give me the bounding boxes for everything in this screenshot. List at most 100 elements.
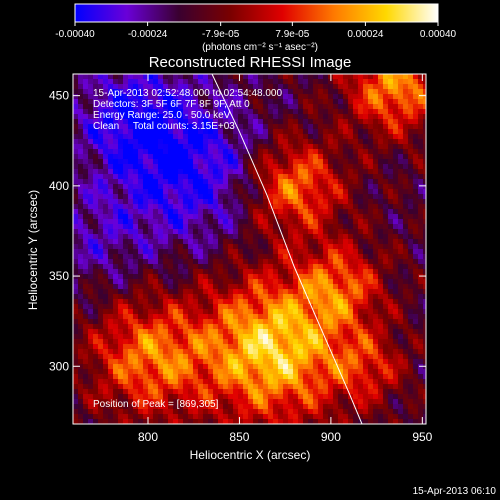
heatmap-cell bbox=[333, 339, 339, 345]
heatmap-cell bbox=[338, 329, 344, 335]
heatmap-cell bbox=[378, 274, 384, 280]
heatmap-cell bbox=[343, 339, 349, 345]
heatmap-cell bbox=[353, 364, 359, 370]
heatmap-cell bbox=[73, 254, 79, 260]
heatmap-cell bbox=[193, 139, 199, 145]
heatmap-cell bbox=[313, 349, 319, 355]
heatmap-cell bbox=[313, 184, 319, 190]
heatmap-cell bbox=[218, 139, 224, 145]
heatmap-cell bbox=[373, 304, 379, 310]
heatmap-cell bbox=[353, 194, 359, 200]
heatmap-cell bbox=[268, 229, 274, 235]
heatmap-cell bbox=[228, 374, 234, 380]
heatmap-cell bbox=[183, 394, 189, 400]
heatmap-cell bbox=[423, 404, 426, 410]
heatmap-cell bbox=[178, 309, 184, 315]
heatmap-cell bbox=[313, 354, 319, 360]
heatmap-cell bbox=[143, 279, 149, 285]
heatmap-cell bbox=[238, 374, 244, 380]
heatmap-cell bbox=[378, 199, 384, 205]
heatmap-cell bbox=[363, 184, 369, 190]
heatmap-cell bbox=[388, 374, 394, 380]
heatmap-cell bbox=[288, 139, 294, 145]
heatmap-cell bbox=[333, 239, 339, 245]
heatmap-cell bbox=[158, 354, 164, 360]
heatmap-cell bbox=[293, 114, 299, 120]
heatmap-cell bbox=[363, 209, 369, 215]
heatmap-cell bbox=[353, 279, 359, 285]
heatmap-cell bbox=[348, 269, 354, 275]
heatmap-cell bbox=[128, 304, 134, 310]
heatmap-cell bbox=[398, 409, 404, 415]
heatmap-cell bbox=[218, 204, 224, 210]
heatmap-cell bbox=[88, 274, 94, 280]
heatmap-cell bbox=[373, 159, 379, 165]
heatmap-cell bbox=[93, 219, 99, 225]
heatmap-cell bbox=[213, 334, 219, 340]
heatmap-cell bbox=[183, 129, 189, 135]
heatmap-cell bbox=[393, 274, 399, 280]
heatmap-cell bbox=[353, 359, 359, 365]
heatmap-cell bbox=[343, 309, 349, 315]
heatmap-cell bbox=[88, 79, 94, 85]
heatmap-cell bbox=[313, 379, 319, 385]
heatmap-cell bbox=[123, 124, 129, 130]
heatmap-cell bbox=[253, 354, 259, 360]
heatmap-cell bbox=[278, 239, 284, 245]
heatmap-cell bbox=[303, 104, 309, 110]
heatmap-cell bbox=[378, 284, 384, 290]
heatmap-cell bbox=[198, 359, 204, 365]
heatmap-cell bbox=[203, 199, 209, 205]
heatmap-cell bbox=[418, 244, 424, 250]
heatmap-cell bbox=[253, 154, 259, 160]
heatmap-cell bbox=[318, 289, 324, 295]
heatmap-cell bbox=[353, 409, 359, 415]
heatmap-cell bbox=[418, 214, 424, 220]
heatmap-cell bbox=[243, 389, 249, 395]
heatmap-cell bbox=[123, 274, 129, 280]
heatmap-cell bbox=[78, 79, 84, 85]
heatmap-cell bbox=[258, 404, 264, 410]
heatmap-cell bbox=[98, 379, 104, 385]
heatmap-cell bbox=[303, 89, 309, 95]
heatmap-cell bbox=[123, 209, 129, 215]
heatmap-cell bbox=[408, 109, 414, 115]
heatmap-cell bbox=[163, 304, 169, 310]
heatmap-cell bbox=[328, 194, 334, 200]
heatmap-cell bbox=[348, 299, 354, 305]
heatmap-cell bbox=[213, 264, 219, 270]
heatmap-cell bbox=[398, 274, 404, 280]
heatmap-cell bbox=[258, 174, 264, 180]
heatmap-cell bbox=[163, 154, 169, 160]
heatmap-cell bbox=[408, 154, 414, 160]
heatmap-cell bbox=[413, 304, 419, 310]
heatmap-cell bbox=[113, 234, 119, 240]
heatmap-cell bbox=[383, 324, 389, 330]
heatmap-cell bbox=[98, 199, 104, 205]
heatmap-cell bbox=[158, 89, 164, 95]
heatmap-cell bbox=[283, 379, 289, 385]
heatmap-cell bbox=[293, 419, 299, 424]
heatmap-cell bbox=[388, 129, 394, 135]
heatmap-cell bbox=[158, 199, 164, 205]
heatmap-cell bbox=[358, 269, 364, 275]
heatmap-cell bbox=[308, 414, 314, 420]
heatmap-cell bbox=[153, 219, 159, 225]
heatmap-cell bbox=[78, 129, 84, 135]
heatmap-cell bbox=[133, 159, 139, 165]
heatmap-cell bbox=[328, 149, 334, 155]
heatmap-cell bbox=[318, 214, 324, 220]
heatmap-cell bbox=[363, 79, 369, 85]
heatmap-cell bbox=[193, 144, 199, 150]
heatmap-cell bbox=[308, 169, 314, 175]
heatmap-cell bbox=[133, 269, 139, 275]
heatmap-cell bbox=[408, 319, 414, 325]
heatmap-cell bbox=[223, 124, 229, 130]
heatmap-cell bbox=[298, 104, 304, 110]
heatmap-cell bbox=[403, 359, 409, 365]
heatmap-cell bbox=[348, 119, 354, 125]
heatmap-cell bbox=[303, 174, 309, 180]
heatmap-cell bbox=[118, 339, 124, 345]
heatmap-cell bbox=[113, 354, 119, 360]
heatmap-cell bbox=[133, 199, 139, 205]
